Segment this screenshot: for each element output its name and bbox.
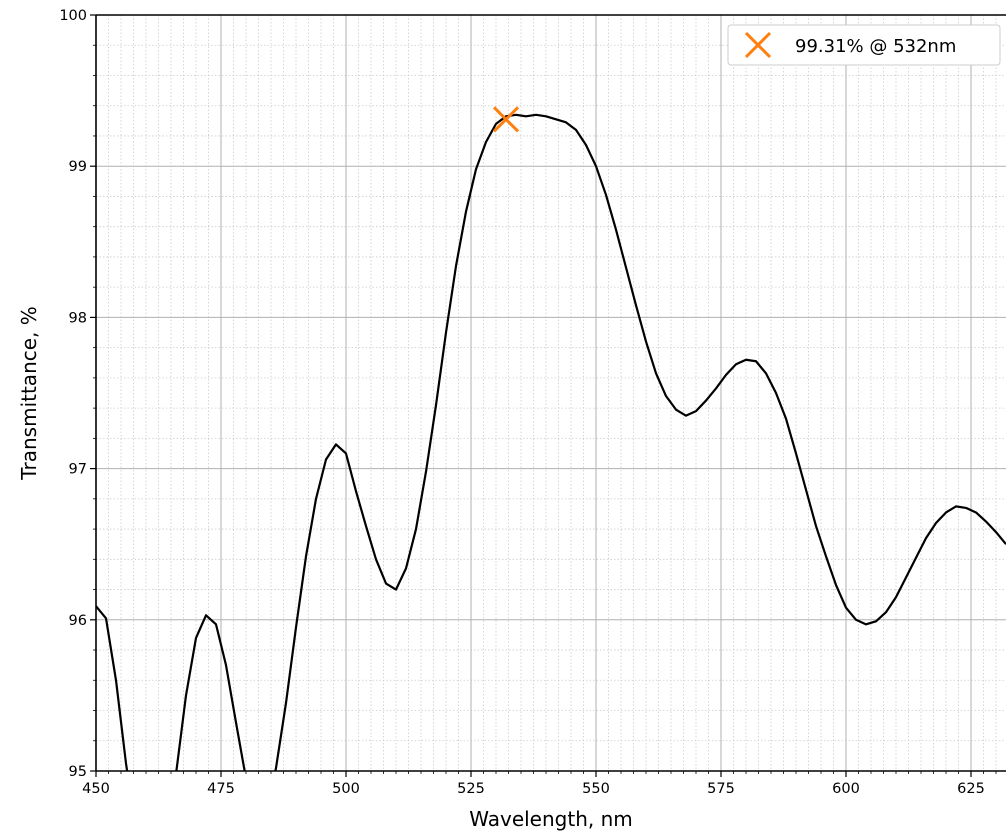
series-line-0 bbox=[96, 113, 1006, 771]
x-tick-label: 450 bbox=[82, 781, 110, 797]
minor-grid bbox=[96, 15, 1006, 771]
y-tick-label: 97 bbox=[69, 462, 87, 478]
x-tick-label: 550 bbox=[582, 781, 610, 797]
legend: 99.31% @ 532nm bbox=[727, 24, 1001, 66]
y-tick-label: 100 bbox=[59, 8, 87, 24]
y-axis-label: Transmittance, % bbox=[17, 306, 41, 481]
y-tick-label: 96 bbox=[69, 613, 87, 629]
legend-label: 99.31% @ 532nm bbox=[795, 36, 956, 57]
ticks-layer bbox=[90, 14, 997, 777]
marker-layer bbox=[492, 106, 520, 133]
x-tick-label: 625 bbox=[957, 781, 985, 797]
x-tick-label: 500 bbox=[332, 781, 360, 797]
x-tick-label: 475 bbox=[207, 781, 235, 797]
legend-x-glyph bbox=[744, 31, 772, 59]
axes-frame bbox=[95, 14, 1006, 772]
peak-marker bbox=[492, 106, 520, 133]
y-tick-label: 95 bbox=[69, 764, 87, 780]
x-tick-label: 600 bbox=[832, 781, 860, 797]
series-layer bbox=[96, 113, 1006, 771]
x-tick-label: 575 bbox=[707, 781, 735, 797]
x-axis-label: Wavelength, nm bbox=[469, 807, 633, 831]
legend-box bbox=[727, 24, 1001, 66]
y-tick-label: 98 bbox=[69, 310, 87, 326]
plot-area bbox=[96, 15, 1006, 771]
y-tick-label: 99 bbox=[69, 159, 87, 175]
legend-x-marker bbox=[744, 31, 772, 59]
tick-labels: 450 475 500 525 550 575 600 625 95 96 97 98 99 100 bbox=[59, 8, 985, 797]
x-tick-label: 525 bbox=[457, 781, 485, 797]
